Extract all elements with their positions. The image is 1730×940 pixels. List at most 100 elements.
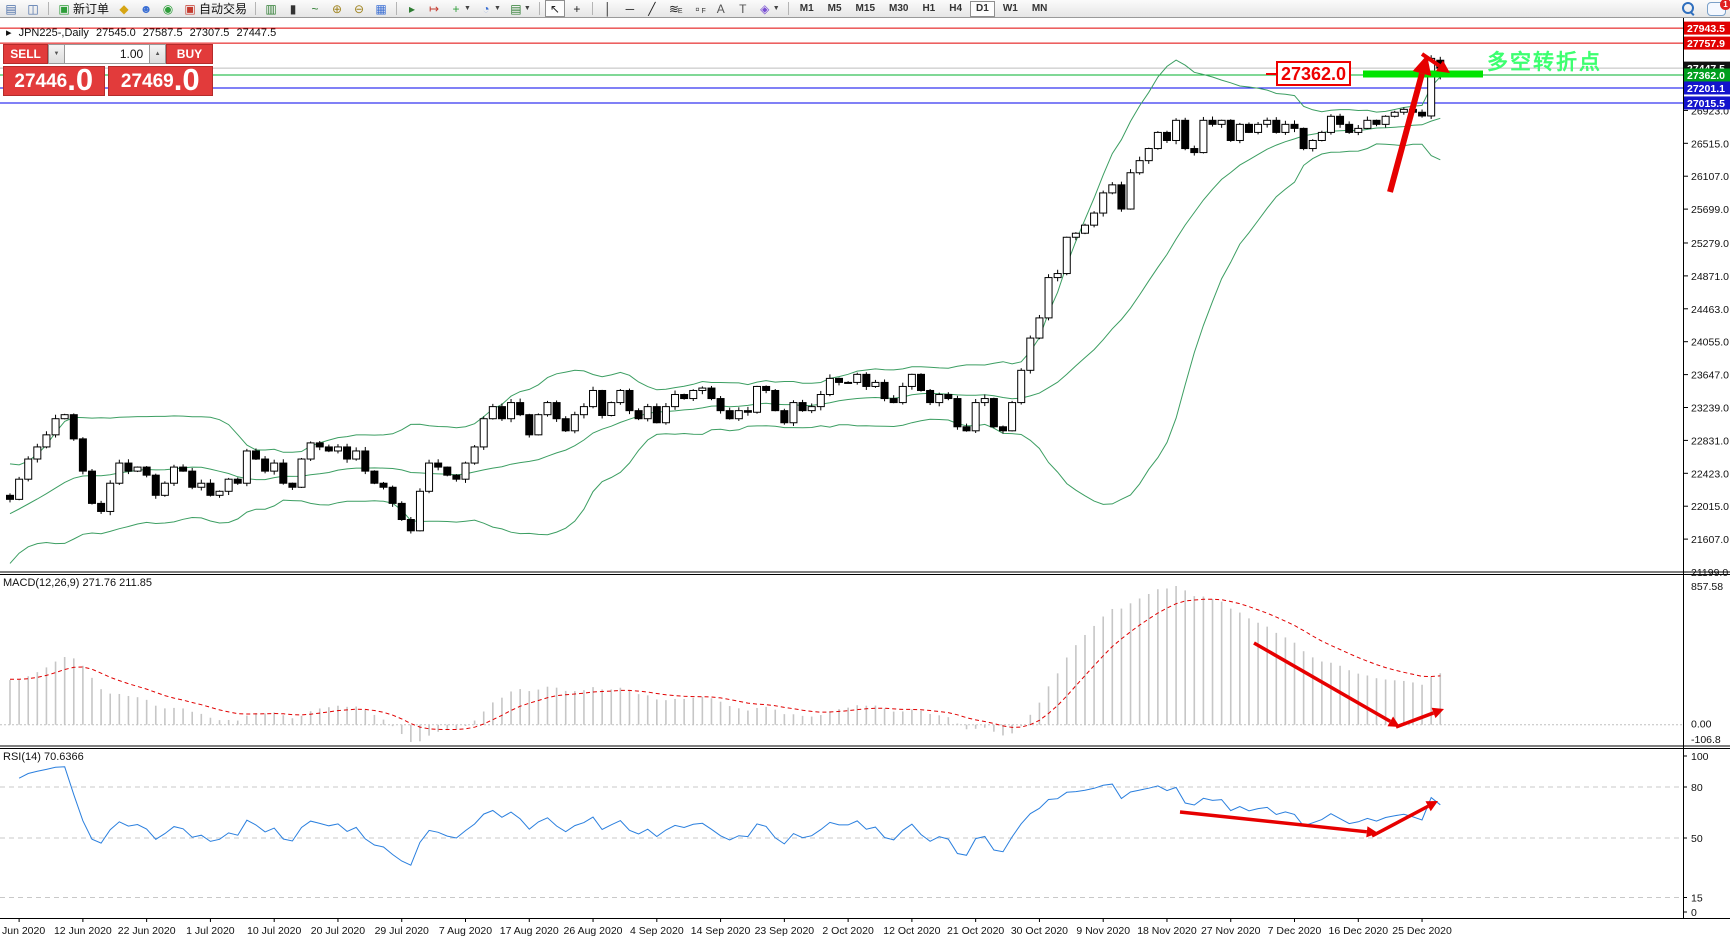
chart-ohlc-header: ▸ JPN225-,Daily 27545.0 27587.5 27307.5 … [6, 26, 280, 39]
candlestick-chart-icon[interactable]: ▮ [283, 0, 303, 17]
candle-body [297, 458, 306, 488]
candle-body [169, 466, 178, 484]
candle-body [907, 373, 916, 387]
candle-body [160, 482, 169, 496]
bar-chart-icon[interactable]: ▥ [261, 0, 281, 17]
candle-body [78, 438, 87, 472]
sell-price-button[interactable]: 27446 .0 [3, 64, 105, 96]
candle-body [579, 406, 588, 416]
candle-body [261, 458, 270, 472]
candle-body [415, 490, 424, 532]
market-watch-icon[interactable]: ◆ [114, 0, 134, 17]
macd-arrow-annotation[interactable] [1395, 711, 1435, 729]
text-icon[interactable]: A [711, 0, 731, 17]
templates-icon[interactable]: ▤ ▼ [506, 0, 534, 17]
periods-icon[interactable]: ◔ ▼ [476, 0, 504, 17]
notifications-icon[interactable]: 1 [1707, 0, 1730, 16]
community-icon[interactable]: ☻ [136, 0, 156, 17]
chart-shift-icon[interactable]: ↦ [424, 0, 444, 17]
timeframe-m5[interactable]: M5 [827, 2, 842, 14]
sell-button[interactable]: SELL [3, 44, 49, 64]
new-order-icon[interactable]: ▣ 新订单 [54, 0, 112, 17]
objects-list-icon[interactable]: ▫ F [688, 0, 709, 17]
date-tick-label: 2 Oct 2020 [822, 925, 874, 937]
rsi-arrow-annotation[interactable] [1179, 810, 1368, 834]
periods-icon-dropdown[interactable]: ▼ [493, 5, 501, 12]
line-chart-icon[interactable]: ~ [305, 0, 325, 17]
horizontal-line-icon[interactable]: ─ [620, 0, 640, 17]
text-label-icon[interactable]: T [733, 0, 753, 17]
date-tick-label: 9 Nov 2020 [1076, 925, 1130, 937]
auto-scroll-icon[interactable]: ▸ [402, 0, 422, 17]
timeframe-d1[interactable]: D1 [970, 0, 995, 17]
timeframe-w1[interactable]: W1 [1002, 2, 1018, 14]
trend-arrow-annotation[interactable] [1387, 72, 1425, 193]
text-label-icon: T [739, 1, 747, 16]
zoom-out-icon[interactable]: ⊖ [349, 0, 369, 17]
price-tick-label: 23239.0 [1691, 403, 1729, 415]
signals-icon[interactable]: ◉ [158, 0, 178, 17]
timeframe-h1[interactable]: H1 [922, 2, 936, 14]
candle-body [516, 402, 525, 416]
cursor-icon[interactable]: ↖ [544, 0, 565, 17]
vertical-line-icon[interactable]: │ [598, 0, 618, 17]
autotrading-icon[interactable]: ▣ 自动交易 [180, 0, 250, 17]
chart-window-icon[interactable]: ▤ [1, 0, 21, 17]
candle-body [962, 426, 971, 432]
rsi-arrow-annotation-head[interactable] [1425, 801, 1438, 812]
indicators-icon-dropdown[interactable]: ▼ [464, 5, 471, 12]
zoom-in-icon[interactable]: ⊕ [327, 0, 347, 17]
fibonacci-icon[interactable]: ≋ E [664, 0, 686, 17]
candle-body [1035, 317, 1044, 339]
candle-body [6, 494, 14, 500]
volume-increase-button[interactable]: ▲ [149, 44, 166, 64]
candle-body [935, 394, 944, 404]
price-callout-box[interactable] [1276, 61, 1351, 86]
candle-body [97, 502, 106, 512]
candle-body [1235, 123, 1244, 141]
search-icon[interactable] [1682, 2, 1695, 16]
vertical-line-icon: │ [604, 1, 612, 16]
symbol-period-label: JPN225-,Daily [18, 27, 89, 39]
timeframe-mn[interactable]: MN [1031, 2, 1048, 14]
candle-body [288, 482, 297, 488]
candle-body [1299, 127, 1308, 150]
timeframe-m1[interactable]: M1 [799, 2, 814, 14]
candle-body [589, 389, 598, 408]
candle-body [1363, 119, 1372, 129]
trend-arrow-annotation-head[interactable] [1412, 55, 1432, 77]
candle-body [1336, 115, 1345, 125]
price-tick-label: 25279.0 [1691, 238, 1729, 250]
price-badge [1684, 21, 1730, 35]
timeframe-h4[interactable]: H4 [949, 2, 963, 14]
indicators-icon[interactable]: + ▼ [446, 0, 474, 17]
volume-input[interactable]: 1.00 [64, 44, 150, 64]
trend-arrow-annotation[interactable] [1420, 52, 1441, 68]
expand-arrow-icon[interactable]: ▸ [6, 27, 12, 39]
timeframe-m30[interactable]: M30 [889, 2, 909, 14]
crosshair-icon[interactable]: + [567, 0, 587, 17]
tile-windows-icon[interactable]: ▦ [371, 0, 391, 17]
buy-button[interactable]: BUY [165, 44, 214, 64]
shapes-icon[interactable]: ◈ ▼ [755, 0, 783, 17]
rsi-arrow-annotation[interactable] [1371, 804, 1429, 838]
buy-price-big-digit: .0 [173, 62, 200, 97]
templates-icon-dropdown[interactable]: ▼ [523, 5, 531, 12]
shapes-icon-dropdown[interactable]: ▼ [772, 5, 780, 12]
candle-body [215, 490, 224, 496]
macd-arrow-annotation[interactable] [1253, 641, 1392, 723]
data-window-icon[interactable]: ◫ [23, 0, 43, 17]
candle-body [461, 462, 470, 480]
macd-arrow-annotation-head[interactable] [1431, 707, 1444, 719]
candle-body [1144, 148, 1153, 162]
timeframe-m15[interactable]: M15 [855, 2, 875, 14]
turning-point-text[interactable]: 多空转折点 [1487, 50, 1602, 74]
trendline-icon[interactable]: ╱ [642, 0, 662, 17]
trend-arrow-annotation-head[interactable] [1435, 60, 1450, 73]
volume-decrease-button[interactable]: ▼ [48, 44, 65, 64]
buy-price-button[interactable]: 27469 .0 [107, 62, 213, 97]
rsi-arrow-annotation-head[interactable] [1366, 826, 1378, 838]
macd-arrow-annotation-head[interactable] [1387, 716, 1400, 727]
